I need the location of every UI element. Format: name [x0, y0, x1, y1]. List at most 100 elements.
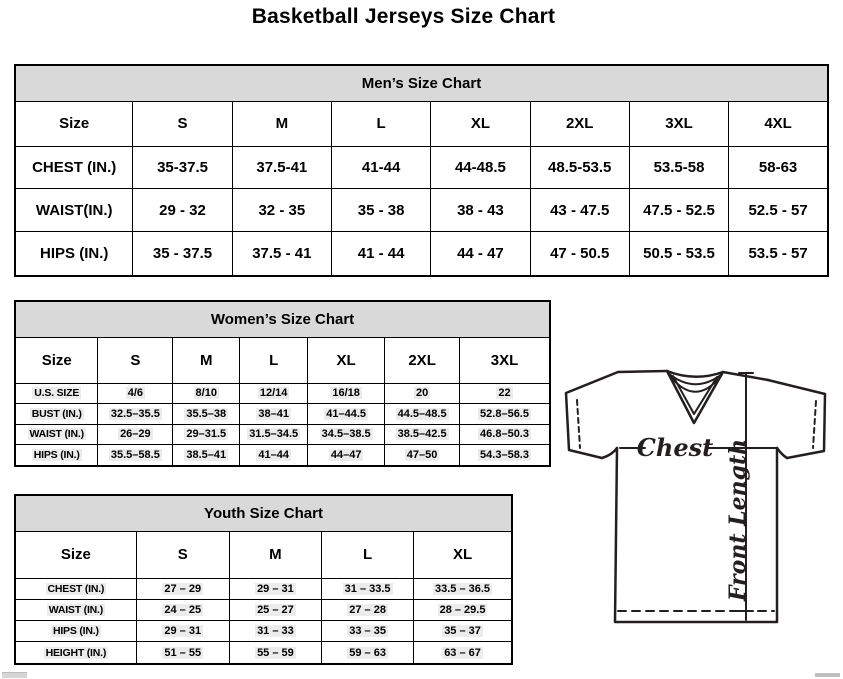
size-value-cell: 53.5-58 — [628, 145, 730, 190]
size-value-cell: 41-44 — [330, 145, 432, 190]
size-value-cell: 58-63 — [728, 145, 829, 190]
row-label: HIPS (IN.) — [14, 620, 137, 643]
size-column-header: S — [97, 336, 174, 384]
womens-table: Women’s Size Chart Size S M L XL 2XL 3XL U.S. SI… — [14, 300, 551, 467]
size-value-cell: 51 – 55 — [135, 641, 230, 665]
row-label: CHEST (IN.) — [14, 577, 137, 600]
size-value-cell: 50.5 - 53.5 — [628, 231, 730, 277]
size-value-cell: 31.5–34.5 — [239, 423, 309, 446]
size-value-cell: 8/10 — [172, 382, 241, 405]
youth-table: Youth Size Chart Size S M L XL CHEST (IN.) 27 –… — [14, 494, 513, 665]
size-column-header: XL — [430, 100, 531, 147]
size-value-cell: 12/14 — [239, 382, 309, 405]
row-label: WAIST (IN.) — [14, 598, 137, 622]
size-value-cell: 24 – 25 — [135, 598, 230, 622]
size-value-cell: 44 - 47 — [430, 231, 531, 277]
row-label: U.S. SIZE — [14, 382, 99, 405]
table-title: Men’s Size Chart — [14, 64, 829, 102]
size-value-cell: 29 – 31 — [228, 577, 323, 600]
size-column-header: L — [321, 530, 415, 579]
size-value-cell: 28 – 29.5 — [413, 598, 513, 622]
horizontal-scrollbar-fragment-left[interactable] — [2, 672, 27, 678]
size-value-cell: 37.5-41 — [231, 145, 332, 190]
size-value-cell: 63 – 67 — [413, 641, 513, 665]
size-value-cell: 26–29 — [97, 423, 174, 446]
page-title: Basketball Jerseys Size Chart — [251, 5, 556, 28]
table-row: WAIST (IN.) 26–29 29–31.5 31.5–34.5 34.5–38.… — [14, 423, 551, 446]
chest-label: Chest — [637, 433, 713, 462]
size-value-cell: 38 - 43 — [430, 188, 531, 233]
size-column-header: M — [231, 100, 332, 147]
row-label: BUST (IN.) — [14, 403, 99, 425]
size-value-cell: 29–31.5 — [172, 423, 241, 446]
size-value-cell: 35.5–38 — [172, 403, 241, 425]
table-row: BUST (IN.) 32.5–35.5 35.5–38 38–41 41–44.5 44… — [14, 403, 551, 425]
jersey-measurement-diagram: Chest Front Length — [564, 369, 827, 624]
mens-size-table: Men’s Size Chart Size S M L XL 2XL 3XL 4XL CHEST … — [14, 64, 829, 277]
size-value-cell: 46.8–50.3 — [459, 423, 551, 446]
horizontal-scrollbar-fragment-right[interactable] — [815, 673, 840, 677]
size-value-cell: 35 – 37 — [413, 620, 513, 643]
size-value-cell: 54.3–58.3 — [459, 444, 551, 467]
table-row: HIPS (IN.) 35.5–58.5 38.5–41 41–44 44–47 47–5… — [14, 444, 551, 467]
size-value-cell: 38.5–42.5 — [384, 423, 461, 446]
table-row: CHEST (IN.) 27 – 29 29 – 31 31 – 33.5 33.5 –… — [14, 577, 513, 600]
size-column-header: 3XL — [459, 336, 551, 384]
mens-table: Men’s Size Chart Size S M L XL 2XL 3XL 4XL CHEST … — [14, 64, 829, 277]
size-value-cell: 32 - 35 — [231, 188, 332, 233]
table-row: WAIST (IN.) 24 – 25 25 – 27 27 – 28 28 – 29.… — [14, 598, 513, 622]
size-column-header: XL — [307, 336, 386, 384]
size-value-cell: 25 – 27 — [228, 598, 323, 622]
size-value-cell: 47–50 — [384, 444, 461, 467]
size-value-cell: 27 – 29 — [135, 577, 230, 600]
size-value-cell: 34.5–38.5 — [307, 423, 386, 446]
size-value-cell: 35.5–58.5 — [97, 444, 174, 467]
size-column-header: 3XL — [628, 100, 730, 147]
size-value-cell: 33.5 – 36.5 — [413, 577, 513, 600]
table-row: HIPS (IN.) 35 - 37.5 37.5 - 41 41 - 44 44 - … — [14, 231, 829, 277]
size-value-cell: 38–41 — [239, 403, 309, 425]
size-value-cell: 48.5-53.5 — [529, 145, 630, 190]
size-value-cell: 16/18 — [307, 382, 386, 405]
size-value-cell: 4/6 — [97, 382, 174, 405]
size-value-cell: 38.5–41 — [172, 444, 241, 467]
size-value-cell: 22 — [459, 382, 551, 405]
size-value-cell: 52.8–56.5 — [459, 403, 551, 425]
size-value-cell: 37.5 - 41 — [231, 231, 332, 277]
row-label: CHEST (IN.) — [14, 145, 134, 190]
size-value-cell: 27 – 28 — [321, 598, 415, 622]
size-column-header: 4XL — [728, 100, 829, 147]
table-row: CHEST (IN.) 35-37.5 37.5-41 41-44 44-48.5 48.… — [14, 145, 829, 190]
size-column-header: 2XL — [384, 336, 461, 384]
table-title: Youth Size Chart — [14, 494, 513, 532]
size-column-header: L — [239, 336, 309, 384]
size-value-cell: 32.5–35.5 — [97, 403, 174, 425]
size-value-cell: 44-48.5 — [430, 145, 531, 190]
table-title: Women’s Size Chart — [14, 300, 551, 338]
table-row: WAIST(IN.) 29 - 32 32 - 35 35 - 38 38 - 43 43… — [14, 188, 829, 233]
youth-size-table: Youth Size Chart Size S M L XL CHEST (IN.) 27 –… — [14, 494, 513, 665]
size-value-cell: 59 – 63 — [321, 641, 415, 665]
row-label: WAIST (IN.) — [14, 423, 99, 446]
size-column-header: 2XL — [529, 100, 630, 147]
womens-size-table: Women’s Size Chart Size S M L XL 2XL 3XL U.S. SI… — [14, 300, 551, 467]
table-row: HIPS (IN.) 29 – 31 31 – 33 33 – 35 35 – 37 — [14, 620, 513, 643]
front-length-label: Front Length — [725, 439, 751, 602]
size-value-cell: 44–47 — [307, 444, 386, 467]
size-value-cell: 44.5–48.5 — [384, 403, 461, 425]
size-value-cell: 35-37.5 — [132, 145, 233, 190]
table-row: U.S. SIZE 4/6 8/10 12/14 16/18 20 22 — [14, 382, 551, 405]
size-row-label: Size — [14, 336, 99, 384]
row-label: HIPS (IN.) — [14, 444, 99, 467]
size-value-cell: 35 - 37.5 — [132, 231, 233, 277]
row-label: HEIGHT (IN.) — [14, 641, 137, 665]
size-value-cell: 41–44 — [239, 444, 309, 467]
row-label: HIPS (IN.) — [14, 231, 134, 277]
size-column-header: S — [132, 100, 233, 147]
size-value-cell: 29 – 31 — [135, 620, 230, 643]
size-value-cell: 41 - 44 — [330, 231, 432, 277]
size-column-header: L — [330, 100, 432, 147]
jersey-outline-icon — [564, 369, 827, 624]
size-value-cell: 47 - 50.5 — [529, 231, 630, 277]
